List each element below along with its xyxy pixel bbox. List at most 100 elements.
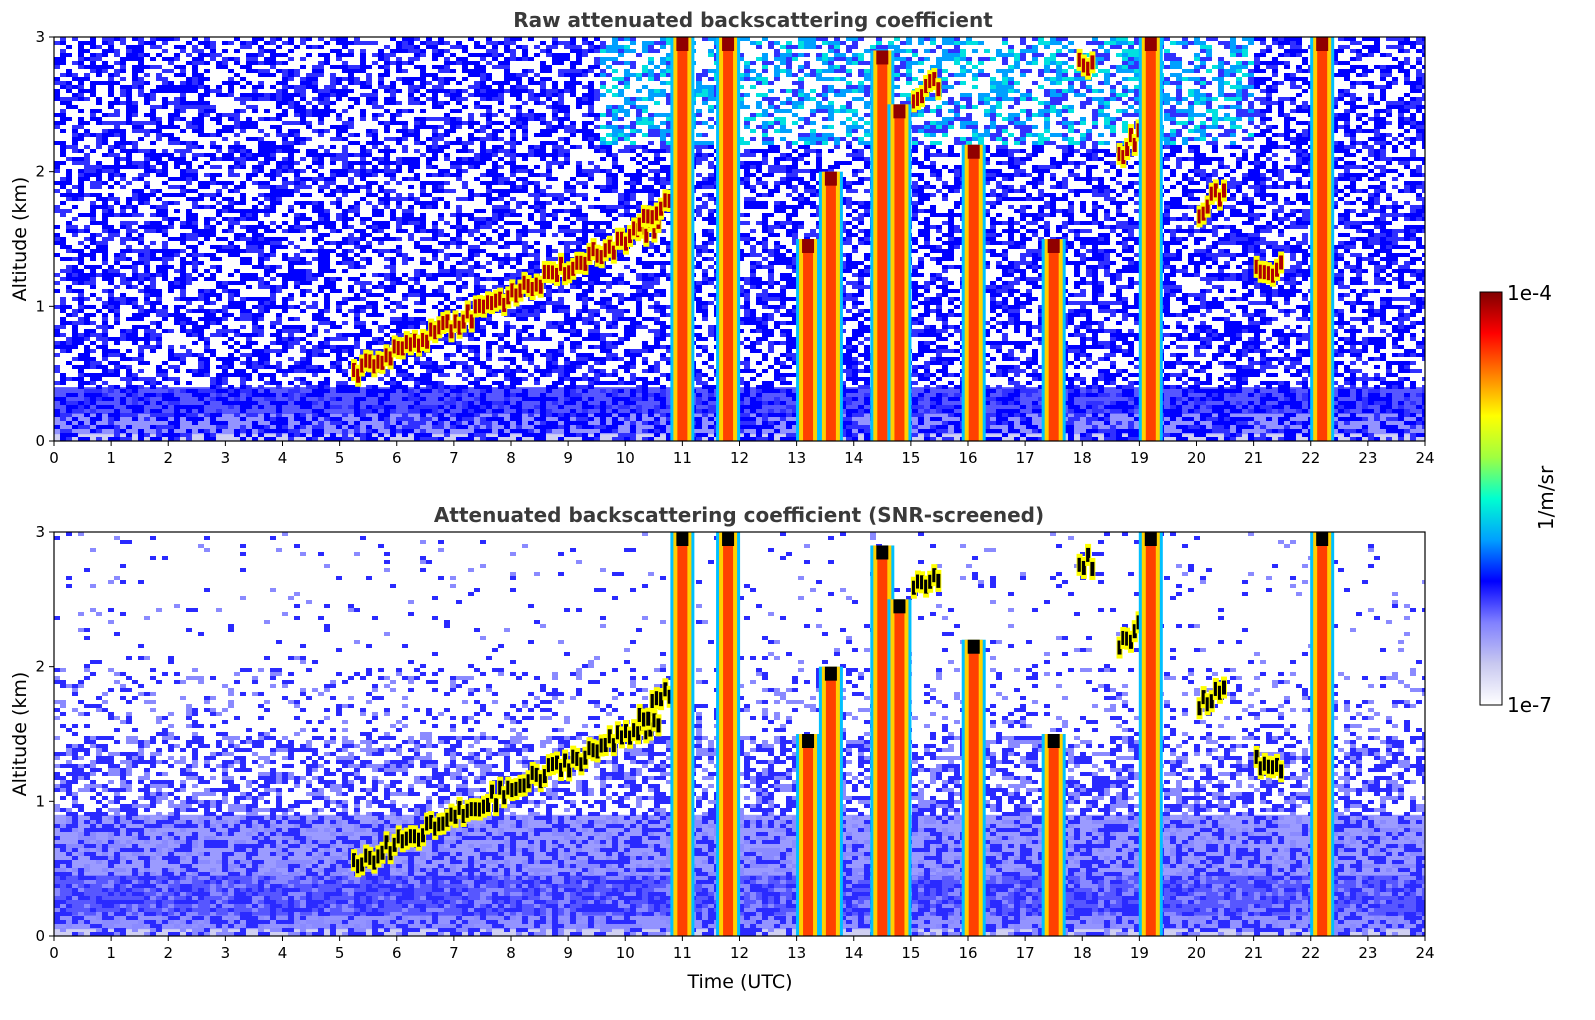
speckle-cell	[468, 93, 474, 97]
speckle-cell	[192, 73, 198, 77]
speckle-cell	[1206, 105, 1212, 109]
speckle-cell	[408, 49, 414, 53]
speckle-cell	[1206, 173, 1212, 177]
speckle-cell	[1050, 61, 1056, 65]
speckle-cell	[1122, 93, 1128, 97]
speckle-cell	[144, 185, 150, 189]
speckle-cell	[1236, 81, 1242, 85]
speckle-cell	[666, 53, 672, 57]
speckle-cell	[588, 45, 594, 49]
speckle-cell	[258, 97, 264, 101]
speckle-cell	[60, 57, 66, 61]
speckle-cell	[1332, 181, 1338, 185]
speckle-cell	[828, 89, 834, 93]
speckle-cell	[366, 161, 372, 165]
speckle-cell	[264, 133, 270, 137]
speckle-cell	[276, 173, 282, 177]
speckle-cell	[1278, 37, 1284, 41]
speckle-cell	[378, 113, 384, 117]
speckle-cell	[768, 125, 774, 129]
speckle-cell	[132, 57, 138, 61]
speckle-cell	[666, 149, 672, 153]
speckle-cell	[1350, 137, 1356, 141]
speckle-cell	[588, 141, 594, 145]
speckle-cell	[498, 61, 504, 65]
speckle-cell	[864, 89, 870, 93]
speckle-cell	[270, 125, 276, 129]
speckle-cell	[1416, 105, 1422, 109]
speckle-cell	[1362, 37, 1368, 41]
speckle-cell	[1122, 37, 1128, 41]
speckle-cell	[576, 57, 582, 61]
speckle-cell	[1110, 93, 1116, 97]
speckle-cell	[1242, 129, 1248, 133]
speckle-cell	[1062, 45, 1068, 49]
speckle-cell	[150, 65, 156, 69]
speckle-cell	[1350, 153, 1356, 157]
speckle-cell	[918, 177, 924, 181]
speckle-cell	[1092, 189, 1098, 193]
speckle-cell	[1404, 145, 1410, 149]
speckle-cell	[1188, 109, 1194, 113]
speckle-cell	[1296, 137, 1302, 141]
speckle-cell	[114, 157, 120, 161]
speckle-cell	[996, 173, 1002, 177]
speckle-cell	[558, 165, 564, 169]
speckle-cell	[1230, 181, 1236, 185]
speckle-cell	[144, 113, 150, 117]
speckle-cell	[402, 133, 408, 137]
speckle-cell	[792, 89, 798, 93]
speckle-cell	[180, 73, 186, 77]
speckle-cell	[1212, 77, 1218, 81]
speckle-cell	[558, 105, 564, 109]
speckle-cell	[396, 45, 402, 49]
speckle-cell	[1014, 149, 1020, 153]
speckle-cell	[456, 57, 462, 61]
speckle-cell	[390, 173, 396, 177]
speckle-cell	[324, 181, 330, 185]
speckle-cell	[780, 125, 786, 129]
speckle-cell	[240, 45, 246, 49]
speckle-cell	[846, 141, 852, 145]
speckle-cell	[114, 37, 120, 41]
speckle-cell	[216, 117, 222, 121]
speckle-cell	[1008, 113, 1014, 117]
speckle-cell	[102, 61, 108, 65]
speckle-cell	[1110, 177, 1116, 181]
speckle-cell	[1170, 65, 1176, 69]
speckle-cell	[558, 109, 564, 113]
speckle-cell	[144, 169, 150, 173]
speckle-cell	[132, 165, 138, 169]
speckle-cell	[312, 109, 318, 113]
speckle-cell	[432, 133, 438, 137]
speckle-cell	[1176, 181, 1182, 185]
speckle-cell	[1254, 169, 1260, 173]
speckle-cell	[582, 37, 588, 41]
speckle-cell	[570, 121, 576, 125]
speckle-cell	[186, 141, 192, 145]
speckle-cell	[1212, 109, 1218, 113]
speckle-cell	[1248, 173, 1254, 177]
speckle-cell	[1302, 149, 1308, 153]
speckle-cell	[1290, 73, 1296, 77]
speckle-cell	[972, 85, 978, 89]
speckle-cell	[132, 77, 138, 81]
speckle-cell	[948, 121, 954, 125]
speckle-cell	[1014, 81, 1020, 85]
speckle-cell	[192, 77, 198, 81]
speckle-cell	[1026, 97, 1032, 101]
speckle-cell	[132, 69, 138, 73]
speckle-cell	[564, 149, 570, 153]
speckle-cell	[1260, 113, 1266, 117]
speckle-cell	[1380, 145, 1386, 149]
speckle-cell	[1356, 41, 1362, 45]
speckle-cell	[264, 173, 270, 177]
speckle-cell	[594, 113, 600, 117]
speckle-cell	[582, 173, 588, 177]
speckle-cell	[348, 69, 354, 73]
speckle-cell	[108, 101, 114, 105]
speckle-cell	[186, 77, 192, 81]
speckle-cell	[174, 101, 180, 105]
speckle-cell	[252, 89, 258, 93]
speckle-cell	[492, 161, 498, 165]
